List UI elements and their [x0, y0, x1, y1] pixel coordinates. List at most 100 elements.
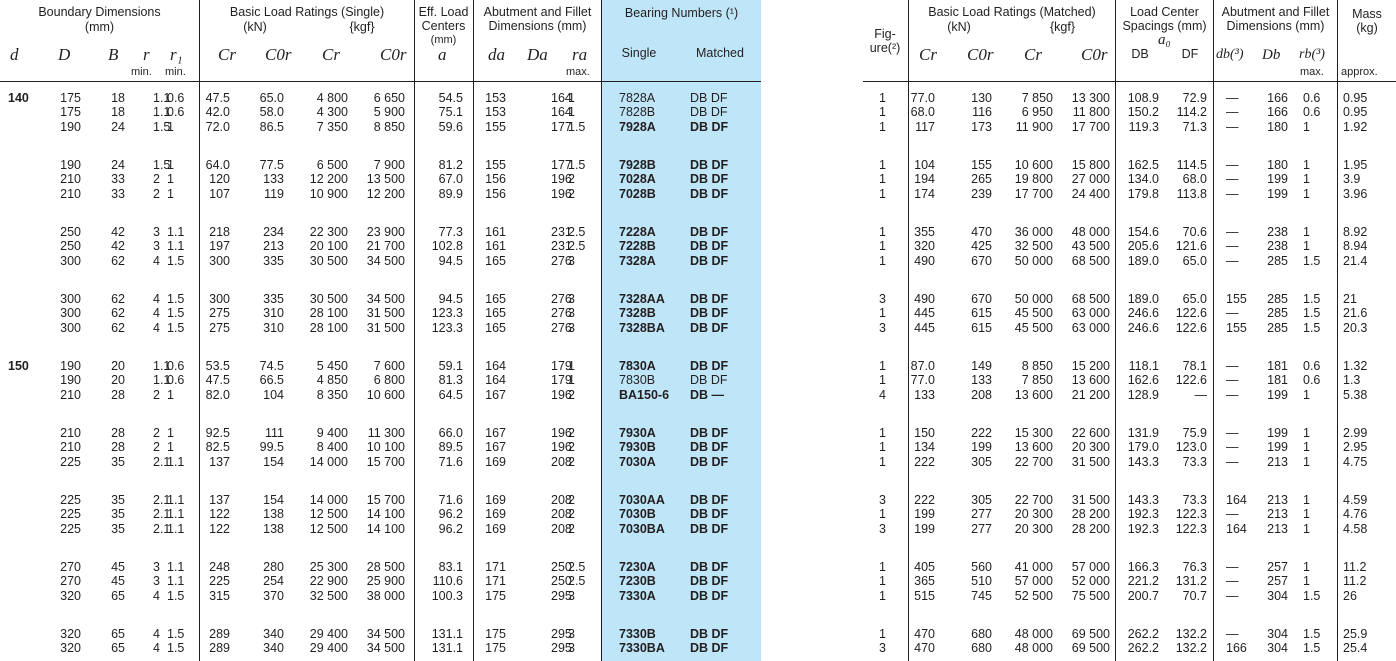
bearing-single: 7830B [619, 373, 656, 388]
load-center-unit: Spacings (mm) [1122, 19, 1207, 33]
c0r-kgf: 11 800 [1072, 105, 1110, 120]
bearing-single: 7028A [619, 172, 656, 187]
spacing-df: 70.6 [1182, 225, 1207, 239]
cr-kgf: 13 600 [1014, 387, 1053, 402]
chamfer-r1: 1.1 [167, 493, 185, 507]
abutment-Db: 180 [1267, 119, 1288, 134]
chamfer-r: 4 [153, 320, 160, 335]
spacing-df: 113.8 [1176, 186, 1207, 201]
width: 62 [111, 320, 125, 335]
c0r-kgf: 7 600 [373, 359, 405, 373]
matched-header: Matched [696, 46, 744, 60]
abutment-da: 164 [485, 359, 506, 373]
c0r-kgf: 10 600 [366, 387, 405, 402]
abutment-Da: 276 [551, 292, 572, 306]
width: 18 [111, 91, 125, 105]
c0r-kgf: 22 600 [1071, 426, 1110, 440]
abutment-Da: 196 [551, 440, 572, 455]
mass: 11.2 [1343, 560, 1367, 574]
symbol-cr-kgf: Cr [322, 45, 340, 64]
c0r-kn: 425 [971, 239, 992, 254]
abutment-db: 155 [1226, 320, 1247, 335]
bearing-matched: DB DF [690, 253, 729, 268]
abutment-db: 164 [1226, 493, 1247, 507]
c0r-kn: 130 [971, 91, 992, 105]
fillet-rb: 1 [1303, 440, 1310, 455]
figure: 1 [879, 373, 886, 388]
spacing-db: 189.0 [1127, 292, 1159, 306]
chamfer-r1: 0.6 [167, 359, 185, 373]
spacing-db: 246.6 [1127, 306, 1159, 321]
abutment-da: 167 [485, 387, 506, 402]
mass: 25.4 [1343, 641, 1368, 656]
load-center: 66.0 [438, 426, 463, 440]
cr-kn: 53.5 [205, 359, 230, 373]
load-center: 102.8 [431, 239, 463, 254]
c0r-kn: 340 [263, 641, 284, 656]
abutment-Da: 276 [551, 306, 572, 321]
c0r-kn: 234 [263, 225, 284, 239]
cr-kgf: 4 850 [316, 373, 348, 388]
bearing-single: 7930A [619, 426, 656, 440]
chamfer-r: 1.1 [153, 105, 171, 120]
load-center: 54.5 [438, 91, 463, 105]
figure: 1 [879, 560, 886, 574]
chamfer-r1: 1.1 [167, 225, 185, 239]
abutment-da: 153 [485, 105, 506, 120]
c0r-kn: 615 [971, 306, 992, 321]
spacing-df: 72.9 [1182, 91, 1207, 105]
abutment-da: 169 [485, 507, 506, 522]
spacing-db: 162.5 [1127, 158, 1159, 172]
bearing-single: 7928A [619, 119, 656, 134]
chamfer-r: 4 [153, 641, 160, 656]
bearing-single: 7030B [619, 507, 656, 522]
cr-kgf: 28 100 [309, 320, 348, 335]
cr-kn: 199 [914, 507, 935, 522]
outer-diameter: 225 [60, 493, 81, 507]
fillet-rb: 1 [1303, 454, 1310, 469]
symbol-c0r-kgf: C0r [380, 45, 407, 64]
abutment-Da: 276 [551, 320, 572, 335]
spacing-db: 246.6 [1127, 320, 1159, 335]
cr-kgf: 14 000 [309, 493, 348, 507]
cr-kgf: 32 500 [1014, 239, 1053, 254]
c0r-kgf: 13 300 [1071, 91, 1110, 105]
max-label: max. [1300, 66, 1324, 78]
spacing-db: 166.3 [1127, 560, 1159, 574]
spacing-db: 192.3 [1127, 507, 1159, 522]
cr-kn: 82.0 [205, 387, 230, 402]
abutment-da: 161 [485, 239, 506, 254]
fillet-rb: 1.5 [1303, 320, 1321, 335]
cr-kn: 194 [914, 172, 935, 187]
chamfer-r1: 1 [167, 158, 174, 172]
figure: 1 [879, 91, 886, 105]
spacing-df: 65.0 [1182, 253, 1207, 268]
spacing-df: — [1194, 387, 1208, 402]
bearing-matched: DB DF [690, 158, 729, 172]
abutment-db: — [1226, 588, 1239, 603]
chamfer-r1: 1 [167, 440, 174, 455]
cr-kn: 365 [914, 574, 935, 589]
c0r-kgf: 68 500 [1071, 292, 1110, 306]
abutment-Db: 238 [1267, 225, 1288, 239]
fillet-ra: 2 [568, 507, 575, 522]
bearing-single: 7828A [619, 91, 656, 105]
cr-kn: 137 [209, 493, 230, 507]
c0r-kgf: 63 000 [1071, 306, 1110, 321]
c0r-kn: 310 [263, 320, 284, 335]
eff-unit: (mm) [430, 34, 457, 46]
fillet-rb: 1.5 [1303, 292, 1321, 306]
cr-kgf: 20 300 [1014, 521, 1053, 536]
figure: 3 [879, 292, 886, 306]
fillet-rb: 0.6 [1303, 105, 1321, 120]
chamfer-r: 1.1 [153, 359, 171, 373]
fillet-ra: 3 [568, 627, 575, 641]
fillet-rb: 1 [1303, 560, 1310, 574]
cr-kgf: 20 100 [309, 239, 348, 254]
c0r-kgf: 15 700 [366, 493, 405, 507]
abutment-db: — [1226, 105, 1239, 120]
abutment-Db: 285 [1267, 320, 1288, 335]
c0r-kgf: 69 500 [1071, 641, 1110, 656]
outer-diameter: 250 [60, 239, 81, 254]
outer-diameter: 210 [60, 186, 81, 201]
